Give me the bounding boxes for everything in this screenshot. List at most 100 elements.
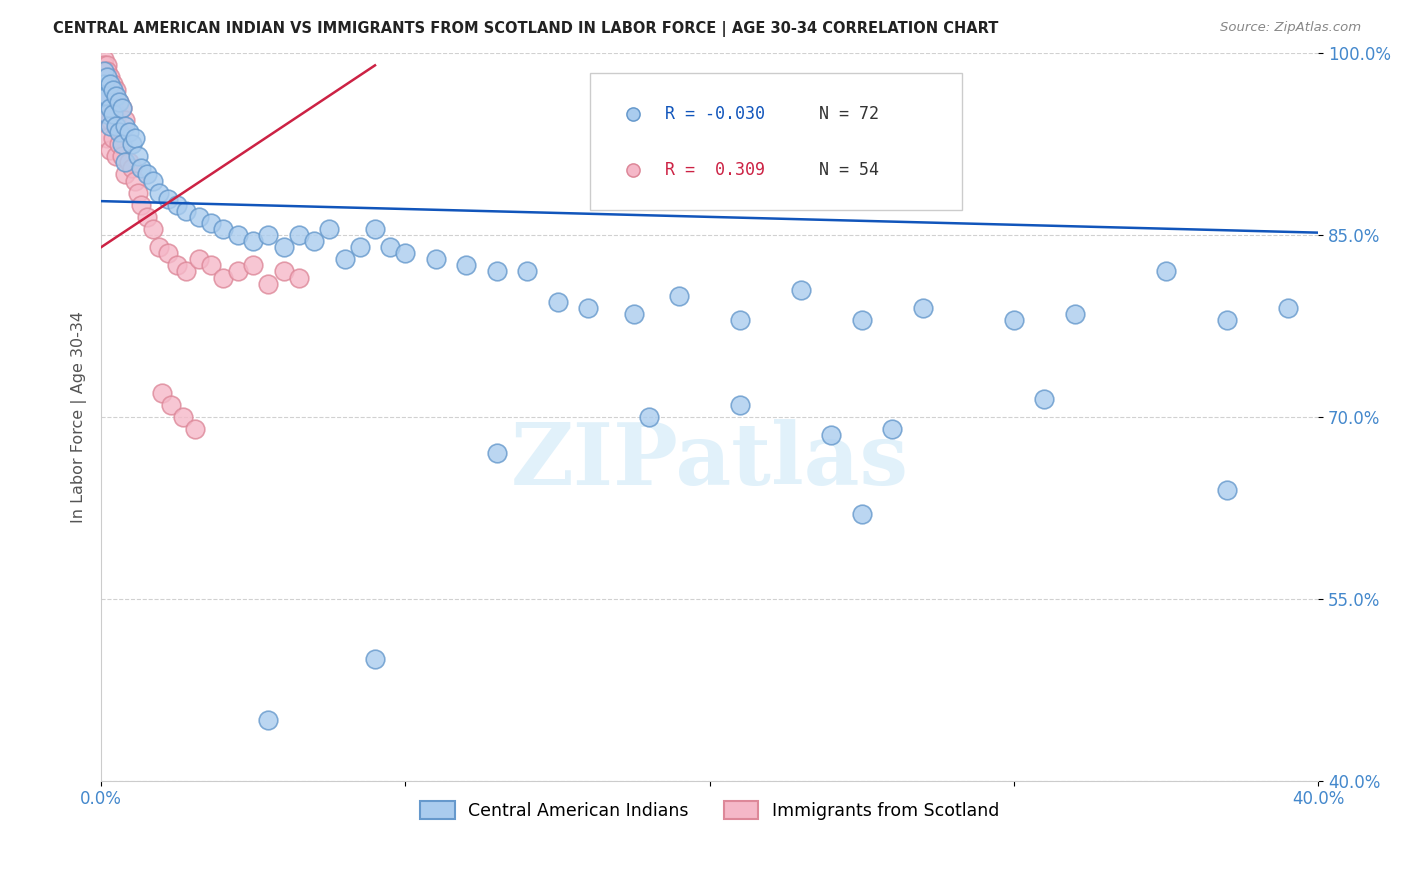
Point: [96, 131, 118, 145]
Point: [93, 64, 115, 78]
Point: [157, 246, 180, 260]
Point: [1216, 313, 1239, 327]
Point: [108, 137, 131, 152]
Point: [211, 270, 233, 285]
Point: [318, 222, 340, 236]
Point: [105, 119, 128, 133]
Point: [200, 216, 222, 230]
Point: [135, 210, 157, 224]
Point: [96, 58, 118, 72]
Point: [96, 107, 118, 121]
Point: [96, 82, 118, 96]
Legend: Central American Indians, Immigrants from Scotland: Central American Indians, Immigrants fro…: [413, 794, 1007, 827]
Point: [1063, 307, 1085, 321]
Point: [576, 301, 599, 315]
Point: [364, 652, 387, 666]
Point: [425, 252, 447, 267]
Point: [851, 313, 873, 327]
Point: [98, 112, 121, 127]
Point: [176, 203, 198, 218]
Point: [111, 149, 134, 163]
Point: [98, 101, 121, 115]
Point: [129, 161, 152, 176]
Point: [257, 277, 280, 291]
Point: [93, 77, 115, 91]
Point: [273, 240, 295, 254]
Point: [98, 119, 121, 133]
Point: [166, 198, 188, 212]
Point: [93, 52, 115, 66]
Point: [117, 155, 139, 169]
Point: [93, 70, 115, 85]
Point: [485, 264, 508, 278]
Point: [349, 240, 371, 254]
Point: [172, 409, 194, 424]
Point: [790, 283, 813, 297]
Point: [111, 101, 134, 115]
Point: [96, 70, 118, 85]
Point: [226, 264, 249, 278]
Point: [93, 77, 115, 91]
Point: [142, 222, 165, 236]
Point: [456, 259, 478, 273]
Point: [623, 307, 645, 321]
Point: [124, 173, 146, 187]
Point: [93, 95, 115, 109]
Point: [226, 228, 249, 243]
Point: [105, 88, 128, 103]
Point: [333, 252, 356, 267]
Point: [184, 422, 207, 436]
Point: [288, 228, 311, 243]
Point: [882, 422, 904, 436]
Point: [114, 112, 136, 127]
Point: [93, 88, 115, 103]
Point: [1277, 301, 1299, 315]
Point: [148, 240, 170, 254]
Point: [96, 64, 118, 78]
Point: [93, 64, 115, 78]
Point: [1033, 392, 1056, 406]
Point: [111, 137, 134, 152]
Point: [108, 95, 131, 109]
Text: N = 72: N = 72: [820, 104, 879, 122]
Text: R = -0.030: R = -0.030: [665, 104, 765, 122]
Point: [242, 234, 264, 248]
Point: [121, 161, 143, 176]
Point: [485, 446, 508, 460]
Point: [135, 168, 157, 182]
Point: [103, 82, 125, 96]
Point: [96, 95, 118, 109]
Point: [96, 88, 118, 103]
Y-axis label: In Labor Force | Age 30-34: In Labor Force | Age 30-34: [72, 311, 87, 523]
Point: [105, 112, 128, 127]
Point: [103, 107, 125, 121]
Point: [103, 101, 125, 115]
Point: [820, 428, 842, 442]
Point: [108, 125, 131, 139]
Point: [187, 210, 209, 224]
FancyBboxPatch shape: [591, 73, 962, 210]
Point: [728, 398, 751, 412]
Point: [728, 313, 751, 327]
Point: [157, 192, 180, 206]
Point: [117, 125, 139, 139]
Point: [129, 198, 152, 212]
Point: [98, 77, 121, 91]
Point: [288, 270, 311, 285]
Point: [302, 234, 325, 248]
Point: [150, 385, 173, 400]
Point: [668, 288, 690, 302]
Point: [176, 264, 198, 278]
Point: [911, 301, 934, 315]
Point: [98, 143, 121, 157]
Point: [98, 88, 121, 103]
Point: [121, 137, 143, 152]
Point: [108, 95, 131, 109]
Point: [148, 186, 170, 200]
Point: [257, 713, 280, 727]
Point: [187, 252, 209, 267]
Text: Source: ZipAtlas.com: Source: ZipAtlas.com: [1220, 21, 1361, 34]
Point: [105, 149, 128, 163]
Point: [242, 259, 264, 273]
Point: [160, 398, 183, 412]
